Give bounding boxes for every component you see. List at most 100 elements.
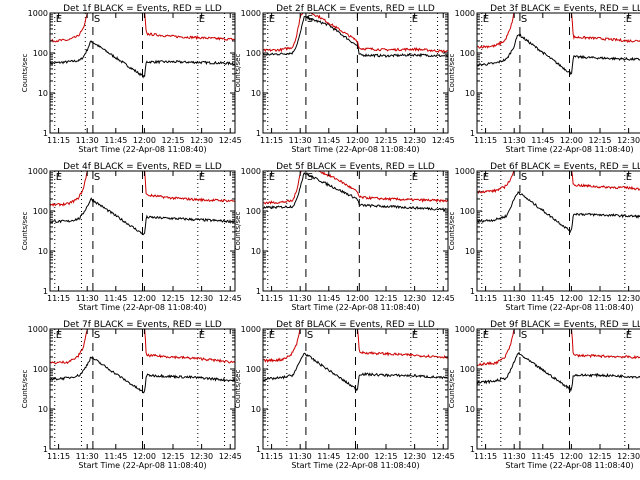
x-tick-label: 12:00 <box>560 294 583 303</box>
x-tick-label: 12:30 <box>617 136 640 145</box>
x-tick-label: 12:30 <box>403 136 426 145</box>
y-tick-label: 100 <box>246 207 261 216</box>
x-tick-label: 11:45 <box>531 294 554 303</box>
y-axis-label: Counts/sec <box>21 212 29 251</box>
y-tick-label: 1 <box>470 129 475 138</box>
y-tick-label: 1 <box>470 287 475 296</box>
y-tick-label: 10 <box>251 247 261 256</box>
y-tick-label: 10 <box>465 247 475 256</box>
series-events <box>50 355 235 394</box>
y-tick-label: 1 <box>470 445 475 454</box>
y-tick-label: 1000 <box>28 9 48 18</box>
x-tick-label: 12:30 <box>403 452 426 461</box>
plot-frame <box>262 170 449 292</box>
y-axis-label: Counts/sec <box>448 370 456 409</box>
y-axis-label: Counts/sec <box>234 54 242 93</box>
plot-frame <box>476 328 640 450</box>
x-tick-label: 12:00 <box>346 294 369 303</box>
marker-label: E <box>199 330 205 341</box>
y-tick-label: 100 <box>460 207 475 216</box>
y-axis-label: Counts/sec <box>234 212 242 251</box>
x-tick-label: 12:30 <box>190 452 213 461</box>
x-tick-label: 12:30 <box>617 294 640 303</box>
y-tick-label: 1000 <box>241 9 261 18</box>
x-tick-label: 12:15 <box>588 136 611 145</box>
marker-label: E <box>412 14 418 25</box>
x-tick-label: 11:30 <box>503 294 526 303</box>
x-tick-label: 11:30 <box>289 294 312 303</box>
series-events <box>477 190 640 234</box>
x-tick-label: 12:15 <box>374 136 397 145</box>
x-tick-label: 12:45 <box>219 452 242 461</box>
series-lld <box>50 171 235 207</box>
x-tick-label: 11:30 <box>289 452 312 461</box>
marker-label: S <box>94 14 100 25</box>
marker-label: E <box>56 330 62 341</box>
y-tick-label: 1000 <box>28 325 48 334</box>
series-lld <box>477 13 640 49</box>
series-events <box>263 15 448 58</box>
panel-title: Det 1f BLACK = Events, RED = LLD <box>63 4 222 14</box>
marker-label: E <box>483 14 489 25</box>
marker-label: E <box>483 172 489 183</box>
x-tick-label: 11:30 <box>76 136 99 145</box>
x-tick-label: 11:30 <box>503 452 526 461</box>
y-tick-label: 100 <box>246 365 261 374</box>
y-tick-label: 100 <box>33 365 48 374</box>
y-axis-label: Counts/sec <box>21 370 29 409</box>
y-tick-label: 10 <box>251 89 261 98</box>
marker-label: E <box>269 14 275 25</box>
x-tick-label: 12:30 <box>403 294 426 303</box>
marker-label: E <box>626 330 632 341</box>
x-tick-label: 12:30 <box>190 294 213 303</box>
y-tick-label: 10 <box>465 405 475 414</box>
plot-frame <box>476 170 640 292</box>
x-tick-label: 12:15 <box>161 294 184 303</box>
y-tick-label: 100 <box>460 49 475 58</box>
marker-label: E <box>626 172 632 183</box>
series-lld <box>477 329 640 366</box>
marker-label: E <box>56 172 62 183</box>
y-axis-label: Counts/sec <box>448 212 456 251</box>
panel-title: Det 6f BLACK = Events, RED = LLD <box>490 162 640 172</box>
series-events <box>50 40 235 79</box>
marker-label: S <box>94 330 100 341</box>
x-axis-label: Start Time (22-Apr-08 11:08:40) <box>291 303 419 312</box>
x-tick-label: 11:15 <box>474 136 497 145</box>
y-tick-label: 1000 <box>28 167 48 176</box>
y-axis-label: Counts/sec <box>234 370 242 409</box>
y-tick-label: 100 <box>33 49 48 58</box>
x-tick-label: 11:30 <box>76 452 99 461</box>
x-tick-label: 12:00 <box>133 294 156 303</box>
series-lld <box>477 171 640 194</box>
y-tick-label: 10 <box>38 89 48 98</box>
y-tick-label: 1000 <box>455 9 475 18</box>
plot-frame <box>476 12 640 134</box>
marker-label: S <box>521 172 527 183</box>
marker-label: S <box>521 14 527 25</box>
series-lld <box>263 13 448 54</box>
x-tick-label: 11:15 <box>474 294 497 303</box>
x-tick-label: 11:15 <box>474 452 497 461</box>
y-tick-label: 100 <box>33 207 48 216</box>
marker-label: S <box>307 172 313 183</box>
y-tick-label: 1000 <box>241 167 261 176</box>
x-tick-label: 12:15 <box>588 294 611 303</box>
x-tick-label: 11:15 <box>260 452 283 461</box>
y-axis-label: Counts/sec <box>448 54 456 93</box>
y-tick-label: 1 <box>256 287 261 296</box>
y-tick-label: 10 <box>465 89 475 98</box>
x-tick-label: 12:45 <box>219 136 242 145</box>
x-tick-label: 12:45 <box>219 294 242 303</box>
series-events <box>50 197 235 236</box>
plot-frame <box>262 328 449 450</box>
series-lld <box>50 13 235 43</box>
x-tick-label: 12:45 <box>432 136 455 145</box>
